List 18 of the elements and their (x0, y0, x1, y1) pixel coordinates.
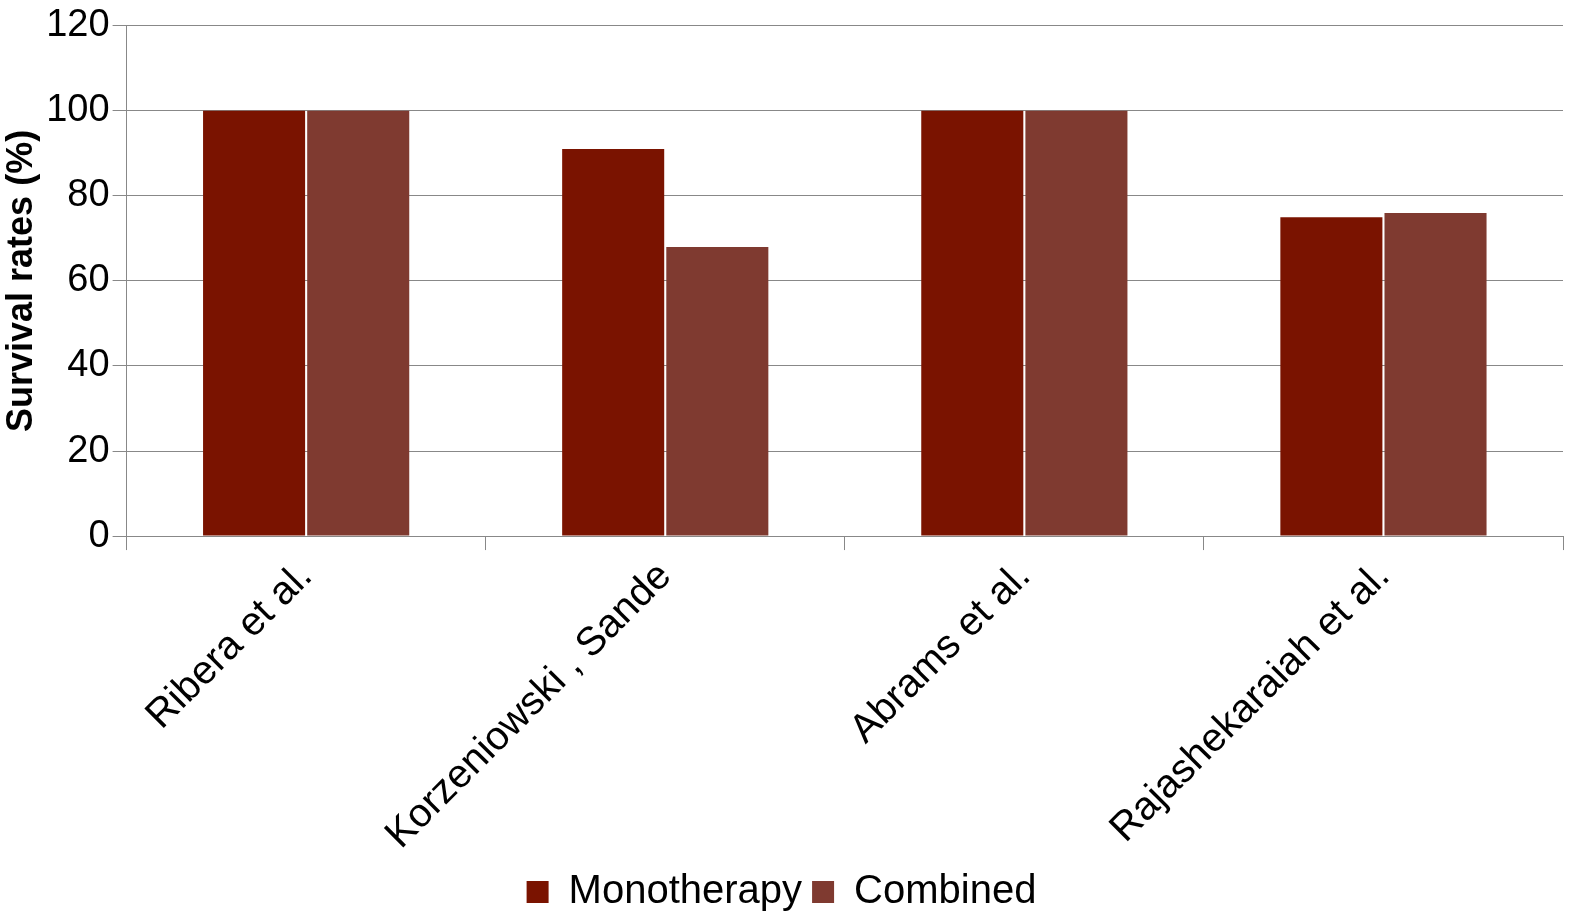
bar (921, 110, 1024, 536)
y-tick-label: 100 (46, 87, 110, 130)
y-tick-label: 0 (88, 512, 110, 555)
y-tick-label: 40 (67, 342, 110, 385)
bar (1280, 217, 1383, 536)
legend-label: Combined (854, 867, 1037, 912)
bar (1384, 212, 1487, 536)
y-axis-title: Survival rates (%) (0, 129, 40, 433)
y-tick-label: 60 (67, 257, 110, 300)
y-tick-label: 20 (67, 427, 110, 470)
legend-label: Monotherapy (568, 867, 803, 912)
bar (562, 149, 665, 536)
bar (666, 246, 769, 536)
y-tick-label: 80 (67, 172, 110, 215)
bar (1025, 110, 1128, 536)
bar (307, 110, 410, 536)
y-tick-label: 120 (46, 2, 110, 45)
bar (203, 110, 306, 536)
